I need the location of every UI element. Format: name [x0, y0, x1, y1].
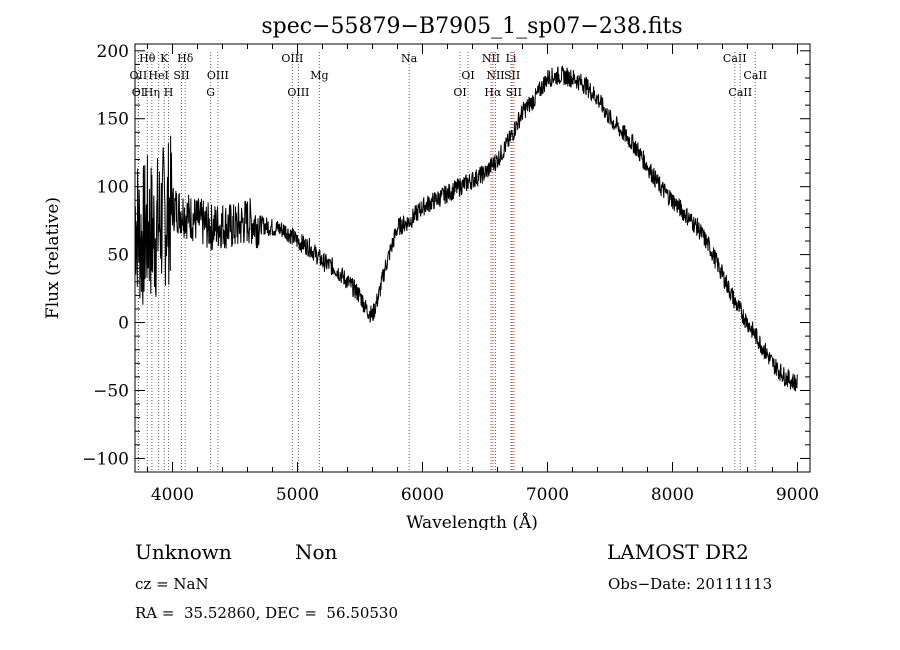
- survey-label: LAMOST DR2: [607, 540, 749, 564]
- x-tick-label: 7000: [526, 485, 569, 505]
- line-marker-label: CaII: [723, 52, 747, 65]
- line-marker-label: K: [160, 52, 169, 65]
- coordinates-label: RA = 35.52860, DEC = 56.50530: [135, 604, 399, 622]
- chart-title: spec−55879−B7905_1_sp07−238.fits: [261, 14, 682, 39]
- x-tick-label: 9000: [776, 485, 819, 505]
- line-marker-label: SII: [504, 69, 520, 82]
- line-marker-label: SII: [506, 86, 522, 99]
- line-marker-label: Hθ: [139, 52, 156, 65]
- y-tick-label: 0: [118, 314, 129, 334]
- line-marker-label: Li: [506, 52, 517, 65]
- line-marker-label: CaII: [728, 86, 752, 99]
- subclass-label: Non: [295, 540, 338, 564]
- plot-frame: [134, 43, 811, 473]
- line-marker-label: SII: [173, 69, 189, 82]
- y-axis-label: Flux (relative): [43, 197, 63, 319]
- spectrum-chart: spec−55879−B7905_1_sp07−238.fits Hθ K Hδ OI…: [43, 14, 819, 530]
- line-marker-label: Mg: [310, 69, 328, 82]
- line-marker-label: OI: [461, 69, 474, 82]
- line-marker-label: OIII: [207, 69, 229, 82]
- y-tick-label: 100: [97, 178, 129, 198]
- line-marker-label: OI: [132, 86, 145, 99]
- x-axis-label: Wavelength (Å): [406, 512, 538, 530]
- x-tick-label: 5000: [276, 485, 319, 505]
- y-tick-label: 200: [97, 42, 129, 62]
- class-label: Unknown: [135, 540, 232, 564]
- y-tick-label: 50: [107, 246, 129, 266]
- y-tick-label: −50: [93, 381, 129, 401]
- y-tick-label: −100: [82, 449, 129, 469]
- line-marker-label: CaII: [743, 69, 767, 82]
- line-marker-label: OI: [453, 86, 466, 99]
- line-marker-label: Hη: [144, 86, 160, 99]
- spectrum-series-line: [134, 65, 798, 392]
- line-marker-label: OIII: [281, 52, 303, 65]
- line-marker-label: Na: [401, 52, 418, 65]
- line-marker-label: NII: [486, 69, 504, 82]
- y-tick-label: 150: [97, 110, 129, 130]
- axis-ticks: 4000 5000 6000 7000 8000 9000 −100 −50 0 50 100 150…: [82, 42, 819, 505]
- line-marker-label: NII: [482, 52, 500, 65]
- line-marker-label: G: [206, 86, 215, 99]
- line-marker-label: HeI: [148, 69, 168, 82]
- x-tick-label: 6000: [401, 485, 444, 505]
- line-marker-label: OIII: [287, 86, 309, 99]
- obs-date-label: Obs−Date: 20111113: [608, 575, 773, 593]
- line-marker-label: Hδ: [177, 52, 194, 65]
- line-marker-label: Hα: [484, 86, 502, 99]
- line-marker-label: OII: [130, 69, 148, 82]
- line-marker-label: H: [164, 86, 174, 99]
- redshift-label: cz = NaN: [135, 575, 209, 593]
- x-tick-label: 4000: [151, 485, 194, 505]
- series-layer: [134, 65, 798, 392]
- x-tick-label: 8000: [651, 485, 694, 505]
